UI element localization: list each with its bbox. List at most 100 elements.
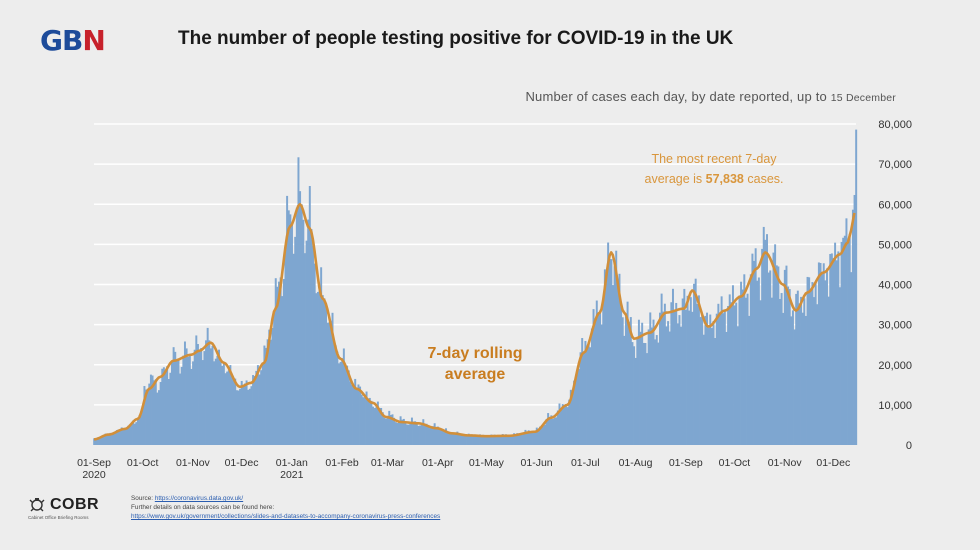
daily-case-bar	[801, 312, 804, 445]
daily-case-bar	[662, 311, 665, 445]
y-tick-label: 60,000	[878, 199, 912, 211]
daily-case-bar	[344, 365, 347, 445]
daily-case-bar	[613, 266, 616, 445]
source-link[interactable]: https://coronavirus.data.gov.uk/	[154, 495, 244, 502]
daily-case-bar	[790, 316, 793, 445]
details-link[interactable]: https://www.gov.uk/government/collection…	[131, 513, 441, 520]
daily-case-bar	[774, 244, 777, 445]
x-tick-label: 01-May	[469, 457, 505, 469]
daily-case-bar	[775, 265, 778, 445]
daily-case-bar	[185, 348, 188, 445]
x-tick-label: 01-Mar	[371, 457, 405, 469]
daily-case-bar	[599, 311, 601, 445]
daily-case-bar	[289, 214, 292, 445]
daily-case-bar	[297, 157, 300, 446]
daily-case-bar	[492, 435, 494, 445]
chart-subtitle-date: 15 December	[830, 92, 896, 104]
daily-case-bar	[796, 290, 799, 445]
daily-case-bar	[503, 435, 506, 445]
daily-case-bar	[200, 348, 203, 445]
daily-case-bar	[250, 386, 253, 445]
daily-case-bar	[360, 394, 363, 445]
daily-case-bar	[650, 327, 653, 445]
annotation-value: 57,838	[706, 172, 744, 186]
daily-case-bar	[446, 431, 449, 445]
daily-case-bar	[720, 296, 723, 445]
daily-case-bar	[342, 348, 345, 445]
daily-case-bar	[138, 414, 141, 445]
x-tick-label: 01-Aug	[619, 457, 653, 469]
daily-case-bar	[397, 421, 400, 445]
daily-case-bar	[676, 323, 679, 445]
daily-case-bar	[756, 280, 759, 445]
daily-case-bar	[706, 312, 708, 445]
daily-case-bar	[469, 435, 472, 445]
daily-case-bar	[240, 380, 243, 445]
daily-case-bar	[800, 296, 803, 445]
daily-case-bar	[174, 351, 177, 445]
daily-case-bar	[579, 352, 582, 445]
daily-case-bar	[855, 129, 858, 445]
daily-case-bar	[822, 263, 825, 445]
daily-case-bar	[621, 317, 624, 445]
daily-case-bar	[221, 365, 224, 445]
daily-case-bar	[443, 429, 446, 445]
daily-case-bar	[386, 416, 389, 445]
daily-case-bar	[449, 433, 452, 445]
daily-case-bar	[273, 310, 276, 445]
daily-case-bar	[425, 423, 428, 445]
daily-case-bar	[851, 209, 854, 445]
daily-case-bar	[190, 368, 193, 445]
daily-case-bar	[158, 390, 161, 445]
x-tick-year-label: 2021	[280, 469, 304, 481]
daily-case-bar	[574, 379, 577, 445]
daily-case-bar	[326, 322, 329, 445]
daily-case-bar	[268, 329, 271, 445]
daily-case-bar	[109, 432, 112, 445]
daily-case-bar	[456, 431, 459, 445]
daily-case-bar	[845, 218, 848, 445]
x-tick-label: 01-Oct	[127, 457, 159, 469]
daily-case-bar	[787, 286, 790, 445]
daily-case-bar	[498, 436, 501, 445]
daily-case-bar	[719, 313, 721, 445]
daily-case-bar	[670, 302, 673, 445]
daily-case-bar	[842, 237, 845, 445]
daily-case-bar	[445, 428, 447, 445]
daily-case-bar	[697, 295, 700, 445]
daily-case-bar	[743, 274, 746, 445]
daily-case-bar	[378, 408, 381, 445]
daily-case-bar	[751, 253, 754, 445]
daily-case-bar	[569, 389, 572, 445]
daily-case-bar	[624, 316, 627, 445]
y-tick-label: 10,000	[878, 400, 912, 412]
daily-case-bar	[132, 420, 135, 445]
rolling-average-line	[93, 202, 856, 441]
daily-case-bar	[211, 345, 214, 445]
daily-case-bar	[707, 328, 710, 445]
daily-case-bar	[681, 298, 684, 445]
daily-case-bar	[749, 274, 752, 445]
daily-case-bar	[808, 277, 811, 445]
daily-case-bar	[485, 436, 488, 445]
daily-case-bar	[730, 302, 733, 445]
daily-case-bar	[577, 369, 580, 445]
daily-case-bar	[467, 433, 470, 445]
daily-case-bar	[93, 438, 96, 445]
daily-case-bar	[101, 436, 104, 445]
daily-case-bar	[432, 426, 435, 445]
daily-case-bar	[404, 421, 407, 445]
daily-case-bar	[535, 427, 538, 445]
x-tick-label: 01-Nov	[768, 457, 803, 469]
daily-case-bar	[522, 432, 525, 445]
daily-case-bar	[307, 219, 310, 445]
daily-case-bar	[641, 322, 644, 445]
daily-case-bar	[506, 435, 509, 445]
daily-case-bar	[417, 425, 420, 445]
daily-case-bar	[678, 315, 681, 445]
daily-case-bar	[315, 293, 318, 445]
daily-case-bar	[480, 435, 483, 445]
daily-case-bar	[148, 383, 151, 445]
daily-case-bar	[795, 293, 798, 445]
daily-case-bar	[735, 302, 738, 445]
